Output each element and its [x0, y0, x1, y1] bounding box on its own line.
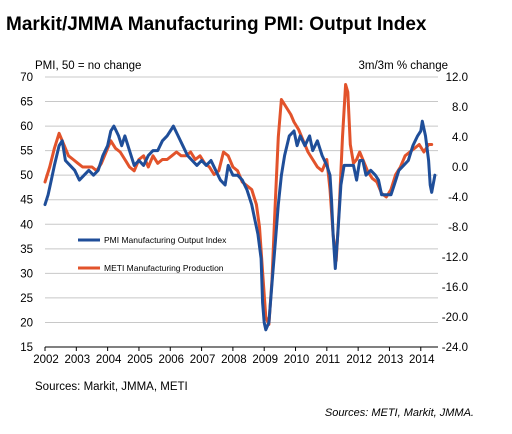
series-lines — [43, 83, 437, 332]
series-line-pmi — [43, 119, 437, 332]
right-tick-label: -8.0 — [448, 222, 468, 234]
x-tick-label: 2014 — [409, 354, 435, 366]
right-axis-ticks: -24.0 -20.0 -16.0 -12.0 -8.0 -4.0 0.0 4.0 8.0 12.… — [442, 72, 468, 354]
left-tick-label: 25 — [20, 293, 33, 305]
x-tick-label: 2013 — [378, 354, 404, 366]
right-tick-label: -16.0 — [442, 282, 468, 294]
left-tick-label: 55 — [20, 146, 33, 158]
left-tick-label: 30 — [20, 268, 33, 280]
right-tick-label: -24.0 — [442, 342, 468, 354]
left-tick-label: 60 — [20, 121, 33, 133]
x-axis-ticks: 2002 2003 2004 2005 2006 2007 2008 2009 2010 2011… — [33, 346, 438, 366]
left-tick-label: 15 — [20, 342, 33, 354]
right-tick-label: -12.0 — [442, 252, 468, 264]
footer-source-note: Sources: METI, Markit, JMMA. — [325, 407, 474, 419]
x-tick-label: 2009 — [252, 354, 278, 366]
left-axis-note: PMI, 50 = no change — [35, 60, 141, 72]
left-tick-label: 70 — [20, 72, 33, 84]
left-tick-label: 40 — [20, 219, 33, 231]
right-axis-note: 3m/3m % change — [359, 60, 449, 72]
x-tick-label: 2010 — [284, 354, 310, 366]
left-axis-ticks: 15 20 25 30 35 40 45 50 55 60 65 70 — [20, 72, 33, 354]
left-tick-label: 35 — [20, 244, 33, 256]
x-tick-label: 2008 — [221, 354, 247, 366]
chart-source-note: Sources: Markit, JMMA, METI — [35, 381, 188, 393]
right-tick-label: 4.0 — [452, 132, 468, 144]
x-tick-label: 2006 — [158, 354, 184, 366]
x-tick-label: 2004 — [96, 354, 122, 366]
right-tick-label: 12.0 — [446, 72, 468, 84]
gridlines — [45, 76, 438, 348]
x-tick-label: 2003 — [65, 354, 91, 366]
legend-label-meti: METI Manufacturing Production — [104, 263, 224, 273]
x-tick-label: 2011 — [315, 354, 340, 366]
left-tick-label: 65 — [20, 97, 33, 109]
left-tick-label: 20 — [20, 317, 33, 329]
left-tick-label: 50 — [20, 170, 33, 182]
right-tick-label: 0.0 — [452, 162, 468, 174]
x-tick-label: 2005 — [127, 354, 153, 366]
right-tick-label: 8.0 — [452, 102, 468, 114]
right-tick-label: -4.0 — [448, 192, 468, 204]
left-tick-label: 45 — [20, 195, 33, 207]
x-tick-label: 2007 — [190, 354, 216, 366]
chart-title: Markit/JMMA Manufacturing PMI: Output In… — [6, 14, 427, 35]
legend: PMI Manufacturing Output Index METI Manu… — [78, 235, 227, 273]
right-tick-label: -20.0 — [442, 312, 468, 324]
legend-label-pmi: PMI Manufacturing Output Index — [104, 235, 227, 245]
x-tick-label: 2012 — [346, 354, 372, 366]
x-tick-label: 2002 — [33, 354, 59, 366]
series-line-meti — [43, 83, 434, 326]
